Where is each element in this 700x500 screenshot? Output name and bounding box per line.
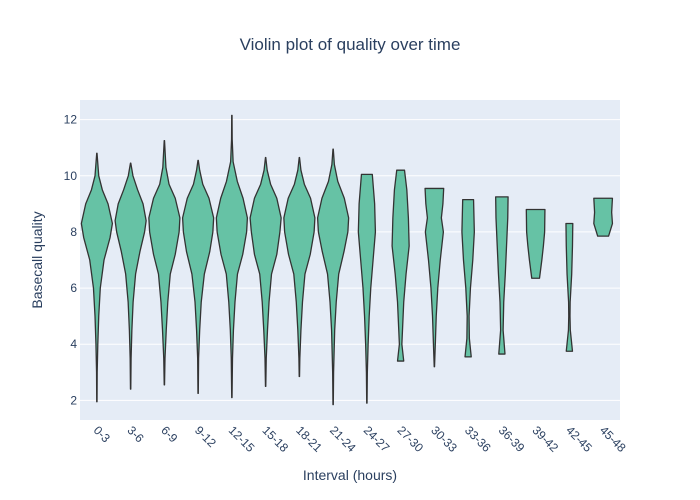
x-tick-label: 12-15 [226, 423, 258, 455]
x-axis-title: Interval (hours) [303, 467, 397, 483]
violin-18-21 [283, 156, 316, 378]
x-tick-label: 18-21 [293, 423, 325, 455]
violin-6-9 [148, 140, 181, 386]
violin-36-39 [495, 196, 509, 355]
violins [80, 114, 614, 406]
y-tick-label: 6 [70, 281, 77, 295]
violin-15-18 [249, 156, 282, 387]
y-tick-label: 8 [70, 225, 77, 239]
y-tick-label: 12 [64, 113, 78, 127]
x-tick-label: 33-36 [462, 423, 494, 455]
y-tick-label: 4 [70, 337, 77, 351]
y-tick-label: 10 [64, 169, 78, 183]
x-tick-label: 24-27 [361, 423, 393, 455]
y-axis-title: Basecall quality [29, 211, 45, 308]
x-tick-label: 9-12 [192, 423, 219, 450]
violin-42-45 [565, 222, 574, 352]
x-tick-label: 39-42 [530, 423, 562, 455]
x-tick-label: 36-39 [496, 423, 528, 455]
x-tick-label: 15-18 [260, 423, 292, 455]
violin-3-6 [114, 162, 147, 390]
x-axis-ticks: 0-3 3-6 6-9 9-12 12-15 15-18 18-21 21-24 24-27 27… [91, 423, 629, 455]
violin-0-3 [80, 152, 114, 403]
x-tick-label: 6-9 [158, 423, 180, 445]
violin-24-27 [357, 173, 377, 404]
x-tick-label: 0-3 [91, 423, 113, 445]
violin-45-48 [593, 197, 614, 237]
violin-21-24 [316, 148, 350, 406]
x-tick-label: 45-48 [597, 423, 629, 455]
violin-9-12 [181, 159, 215, 394]
x-tick-label: 42-45 [563, 423, 595, 455]
violin-33-36 [461, 199, 475, 358]
y-tick-label: 2 [70, 393, 77, 407]
chart-title: Violin plot of quality over time [240, 35, 461, 54]
violin-27-30 [391, 169, 410, 362]
violin-30-33 [424, 187, 445, 368]
x-tick-label: 27-30 [395, 423, 427, 455]
x-tick-label: 30-33 [428, 423, 460, 455]
x-tick-label: 3-6 [125, 423, 147, 445]
y-axis-ticks: 2 4 6 8 10 12 [64, 113, 78, 408]
violin-39-42 [525, 208, 546, 279]
violin-12-15 [215, 114, 249, 399]
x-tick-label: 21-24 [327, 423, 359, 455]
